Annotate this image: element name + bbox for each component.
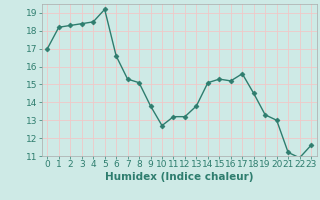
X-axis label: Humidex (Indice chaleur): Humidex (Indice chaleur) bbox=[105, 172, 253, 182]
